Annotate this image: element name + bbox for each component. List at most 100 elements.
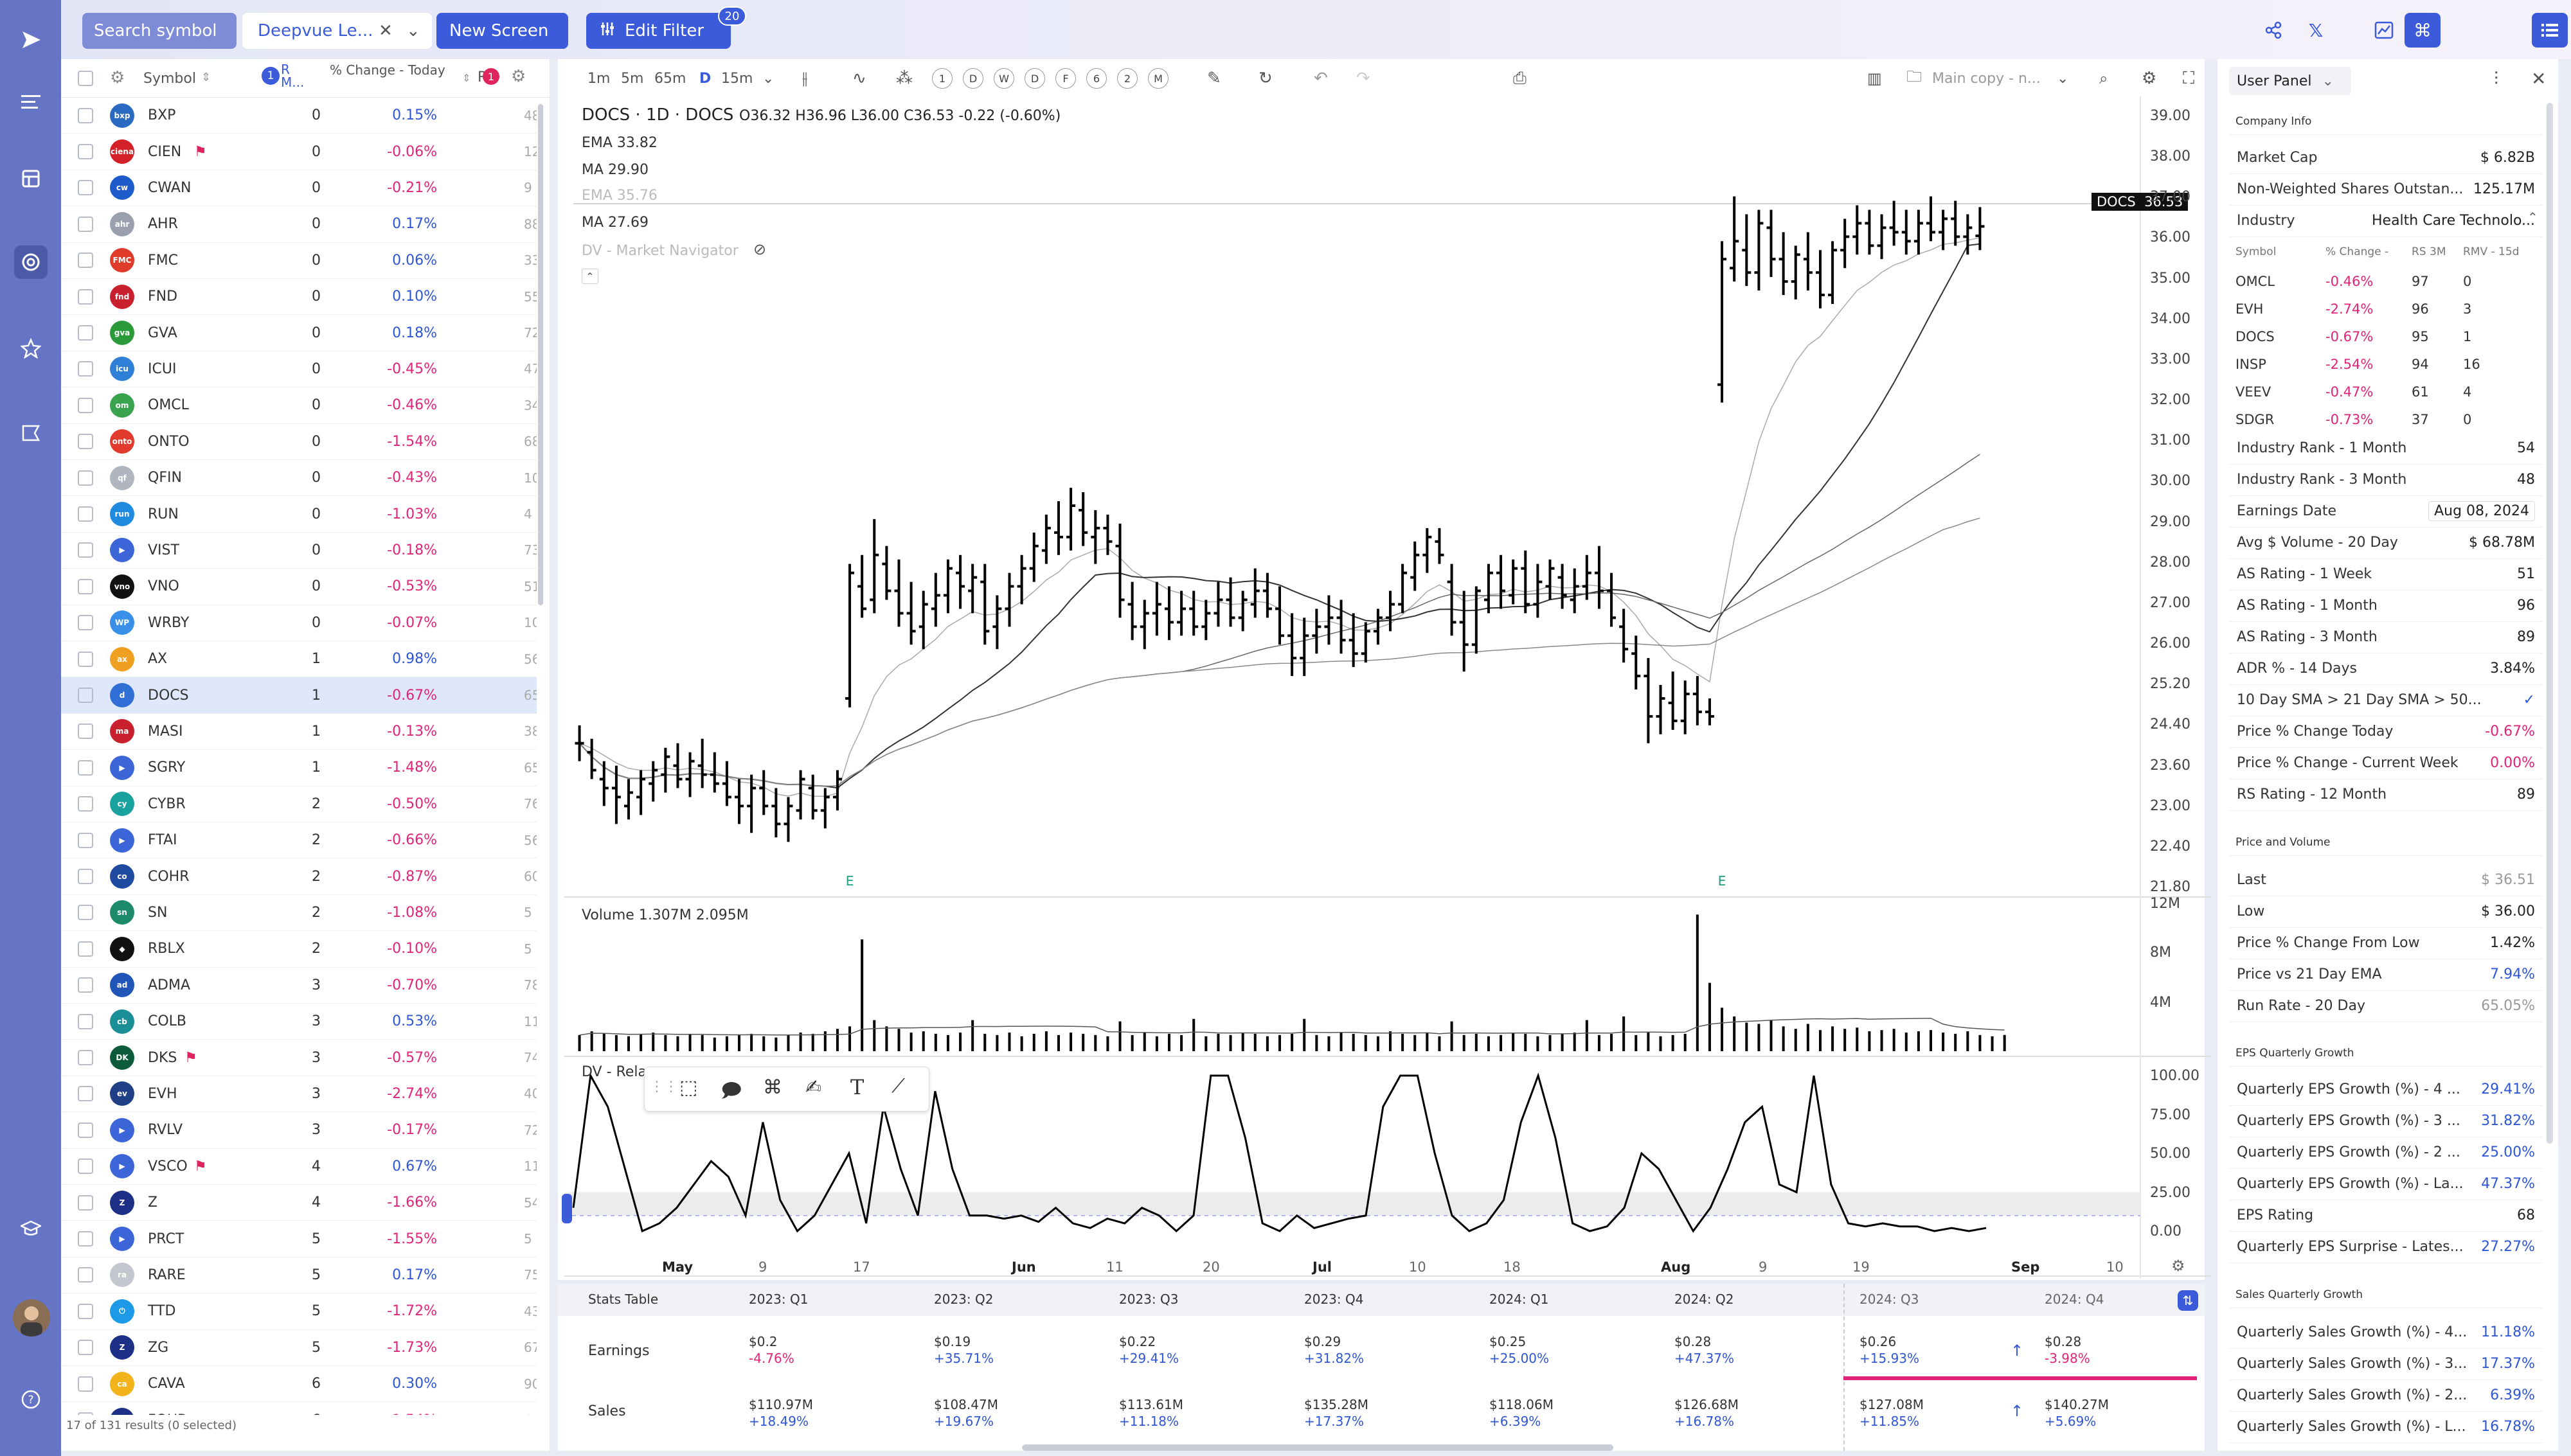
row-checkbox[interactable] xyxy=(78,977,93,993)
row-symbol[interactable]: MASI xyxy=(148,723,183,740)
flag-icon[interactable]: ⚑ xyxy=(184,1049,197,1066)
row-checkbox[interactable] xyxy=(78,724,93,740)
row-checkbox[interactable] xyxy=(78,1159,93,1175)
edit-filter-button[interactable]: Edit Filter xyxy=(586,13,731,49)
row-checkbox[interactable] xyxy=(78,325,93,341)
horizontal-scrollbar[interactable] xyxy=(1022,1444,1613,1451)
row-symbol[interactable]: RARE xyxy=(148,1266,186,1283)
watchlist-row[interactable]: cw CWAN 0 -0.21% 9 xyxy=(61,170,537,207)
undo-icon[interactable]: ↶ xyxy=(1314,69,1328,88)
rm-header[interactable]: R M... xyxy=(281,62,305,90)
watchlist-row[interactable]: ▶ VIST 0 -0.18% 73 xyxy=(61,533,537,569)
watchlist-row[interactable]: sn SN 2 -1.08% 5 xyxy=(61,895,537,932)
help-icon[interactable]: ? xyxy=(14,1383,48,1416)
row-checkbox[interactable] xyxy=(78,1122,93,1138)
row-checkbox[interactable] xyxy=(78,1340,93,1356)
symbol-header[interactable]: Symbol xyxy=(143,71,196,87)
row-checkbox[interactable] xyxy=(78,651,93,667)
watchlist-row[interactable]: ▶ PRCT 5 -1.55% 5 xyxy=(61,1221,537,1257)
row-symbol[interactable]: WRBY xyxy=(148,614,190,631)
row-symbol[interactable]: CYBR xyxy=(148,795,186,812)
peer-row[interactable]: EVH -2.74% 96 3 xyxy=(2230,295,2544,323)
row-symbol[interactable]: RBLX xyxy=(148,941,185,957)
chevron-up-icon[interactable]: ⌃ xyxy=(2527,209,2538,225)
row-checkbox[interactable] xyxy=(78,578,93,594)
tf-5m[interactable]: 5m xyxy=(621,70,644,87)
layout-icon[interactable]: ▥ xyxy=(1867,69,1882,87)
oscillator-handle[interactable] xyxy=(562,1194,572,1223)
watchlist-row[interactable]: ⏻ TTD 5 -1.72% 43 xyxy=(61,1293,537,1330)
avatar[interactable] xyxy=(13,1299,50,1336)
watchlist-row[interactable]: ad ADMA 3 -0.70% 78 xyxy=(61,968,537,1004)
watchlist-row[interactable]: icu ICUI 0 -0.45% 47 xyxy=(61,351,537,388)
watchlist-row[interactable]: ra RARE 5 0.17% 75 xyxy=(61,1257,537,1294)
row-checkbox[interactable] xyxy=(78,216,93,232)
row-checkbox[interactable] xyxy=(78,688,93,704)
watchlist-scrollbar[interactable] xyxy=(538,104,543,605)
target-icon[interactable] xyxy=(14,245,48,279)
row-checkbox[interactable] xyxy=(78,1376,93,1392)
range-button[interactable]: D xyxy=(1025,68,1045,89)
layout-name[interactable]: Main copy - n... xyxy=(1932,70,2041,87)
stats-settings-icon[interactable]: ⇅ xyxy=(2178,1290,2198,1311)
row-checkbox[interactable] xyxy=(78,1267,93,1283)
row-checkbox[interactable] xyxy=(78,1194,93,1211)
watchlist-row[interactable]: onto ONTO 0 -1.54% 68 xyxy=(61,424,537,460)
watchlist-row[interactable]: ax AX 1 0.98% 56 xyxy=(61,641,537,678)
watchlist-row[interactable]: ▶ FTAI 2 -0.66% 56 xyxy=(61,822,537,859)
watchlist-row[interactable]: ciena CIEN ⚑ 0 -0.06% 120 xyxy=(61,134,537,170)
row-checkbox[interactable] xyxy=(78,1412,93,1415)
row-checkbox[interactable] xyxy=(78,1050,93,1066)
new-screen-button[interactable]: New Screen xyxy=(436,13,568,49)
row-symbol[interactable]: DKS xyxy=(148,1049,177,1066)
folder-icon[interactable]: 🗀 xyxy=(1906,67,1922,85)
sort-icon[interactable]: ⇕ xyxy=(462,72,471,84)
row-symbol[interactable]: FND xyxy=(148,289,178,305)
row-symbol[interactable]: ZG xyxy=(148,1339,169,1356)
watchlist-row[interactable]: cb COLB 3 0.53% 110 xyxy=(61,1004,537,1040)
watchlist-row[interactable]: ◆ RBLX 2 -0.10% 5 xyxy=(61,931,537,968)
brush-tool-icon[interactable]: ✍ xyxy=(805,1076,822,1099)
row-symbol[interactable]: FMC xyxy=(148,252,178,269)
watchlist-row[interactable]: ca CAVA 6 0.30% 90 xyxy=(61,1366,537,1403)
row-symbol[interactable]: COLB xyxy=(148,1013,187,1030)
row-symbol[interactable]: ICUI xyxy=(148,360,177,377)
chevron-down-icon[interactable]: ⌄ xyxy=(406,21,420,40)
watchlist-row[interactable]: Z Z 4 -1.66% 54 xyxy=(61,1185,537,1221)
row-symbol[interactable]: CAVA xyxy=(148,1376,185,1392)
row-checkbox[interactable] xyxy=(78,615,93,631)
templates-icon[interactable]: ⁂ xyxy=(896,69,913,88)
row-symbol[interactable]: VNO xyxy=(148,578,179,595)
axis-settings-icon[interactable]: ⚙ xyxy=(2171,1257,2185,1275)
search-symbol-button[interactable]: Search symbol xyxy=(82,13,237,49)
row-checkbox[interactable] xyxy=(78,1231,93,1247)
logo-play-icon[interactable] xyxy=(14,23,48,57)
screen-tab[interactable]: Deepvue Le... ✕ ⌄ xyxy=(242,13,432,49)
book-icon[interactable] xyxy=(14,162,48,195)
range-button[interactable]: D xyxy=(963,68,983,89)
watchlist-row[interactable]: co COHR 2 -0.87% 60 xyxy=(61,858,537,895)
row-symbol[interactable]: SN xyxy=(148,904,168,921)
list-icon[interactable] xyxy=(2532,13,2568,48)
zoom-icon[interactable]: ⌕ xyxy=(2099,69,2108,87)
graduation-icon[interactable] xyxy=(14,1212,48,1245)
camera-icon[interactable]: ⎙ xyxy=(1513,68,1527,88)
row-checkbox[interactable] xyxy=(78,796,93,812)
redo-icon[interactable]: ↷ xyxy=(1356,69,1370,88)
row-symbol[interactable]: FOUR xyxy=(148,1412,187,1415)
row-symbol[interactable]: AX xyxy=(148,651,168,668)
row-symbol[interactable]: OMCL xyxy=(148,397,189,414)
indicators-icon[interactable]: ∿ xyxy=(852,69,866,88)
row-checkbox[interactable] xyxy=(78,107,93,123)
row-symbol[interactable]: ADMA xyxy=(148,977,191,993)
row-symbol[interactable]: AHR xyxy=(148,216,178,233)
bar-style-icon[interactable]: ⫲ xyxy=(802,68,808,88)
watchlist-row[interactable]: run RUN 0 -1.03% 4 xyxy=(61,496,537,533)
row-checkbox[interactable] xyxy=(78,542,93,558)
watchlist-row[interactable]: ev EVH 3 -2.74% 40 xyxy=(61,1076,537,1113)
watchlist-row[interactable]: ma MASI 1 -0.13% 38 xyxy=(61,714,537,750)
peer-row[interactable]: INSP -2.54% 94 16 xyxy=(2230,350,2544,378)
row-checkbox[interactable] xyxy=(78,869,93,885)
row-checkbox[interactable] xyxy=(78,361,93,377)
chart-icon[interactable] xyxy=(2366,13,2402,48)
